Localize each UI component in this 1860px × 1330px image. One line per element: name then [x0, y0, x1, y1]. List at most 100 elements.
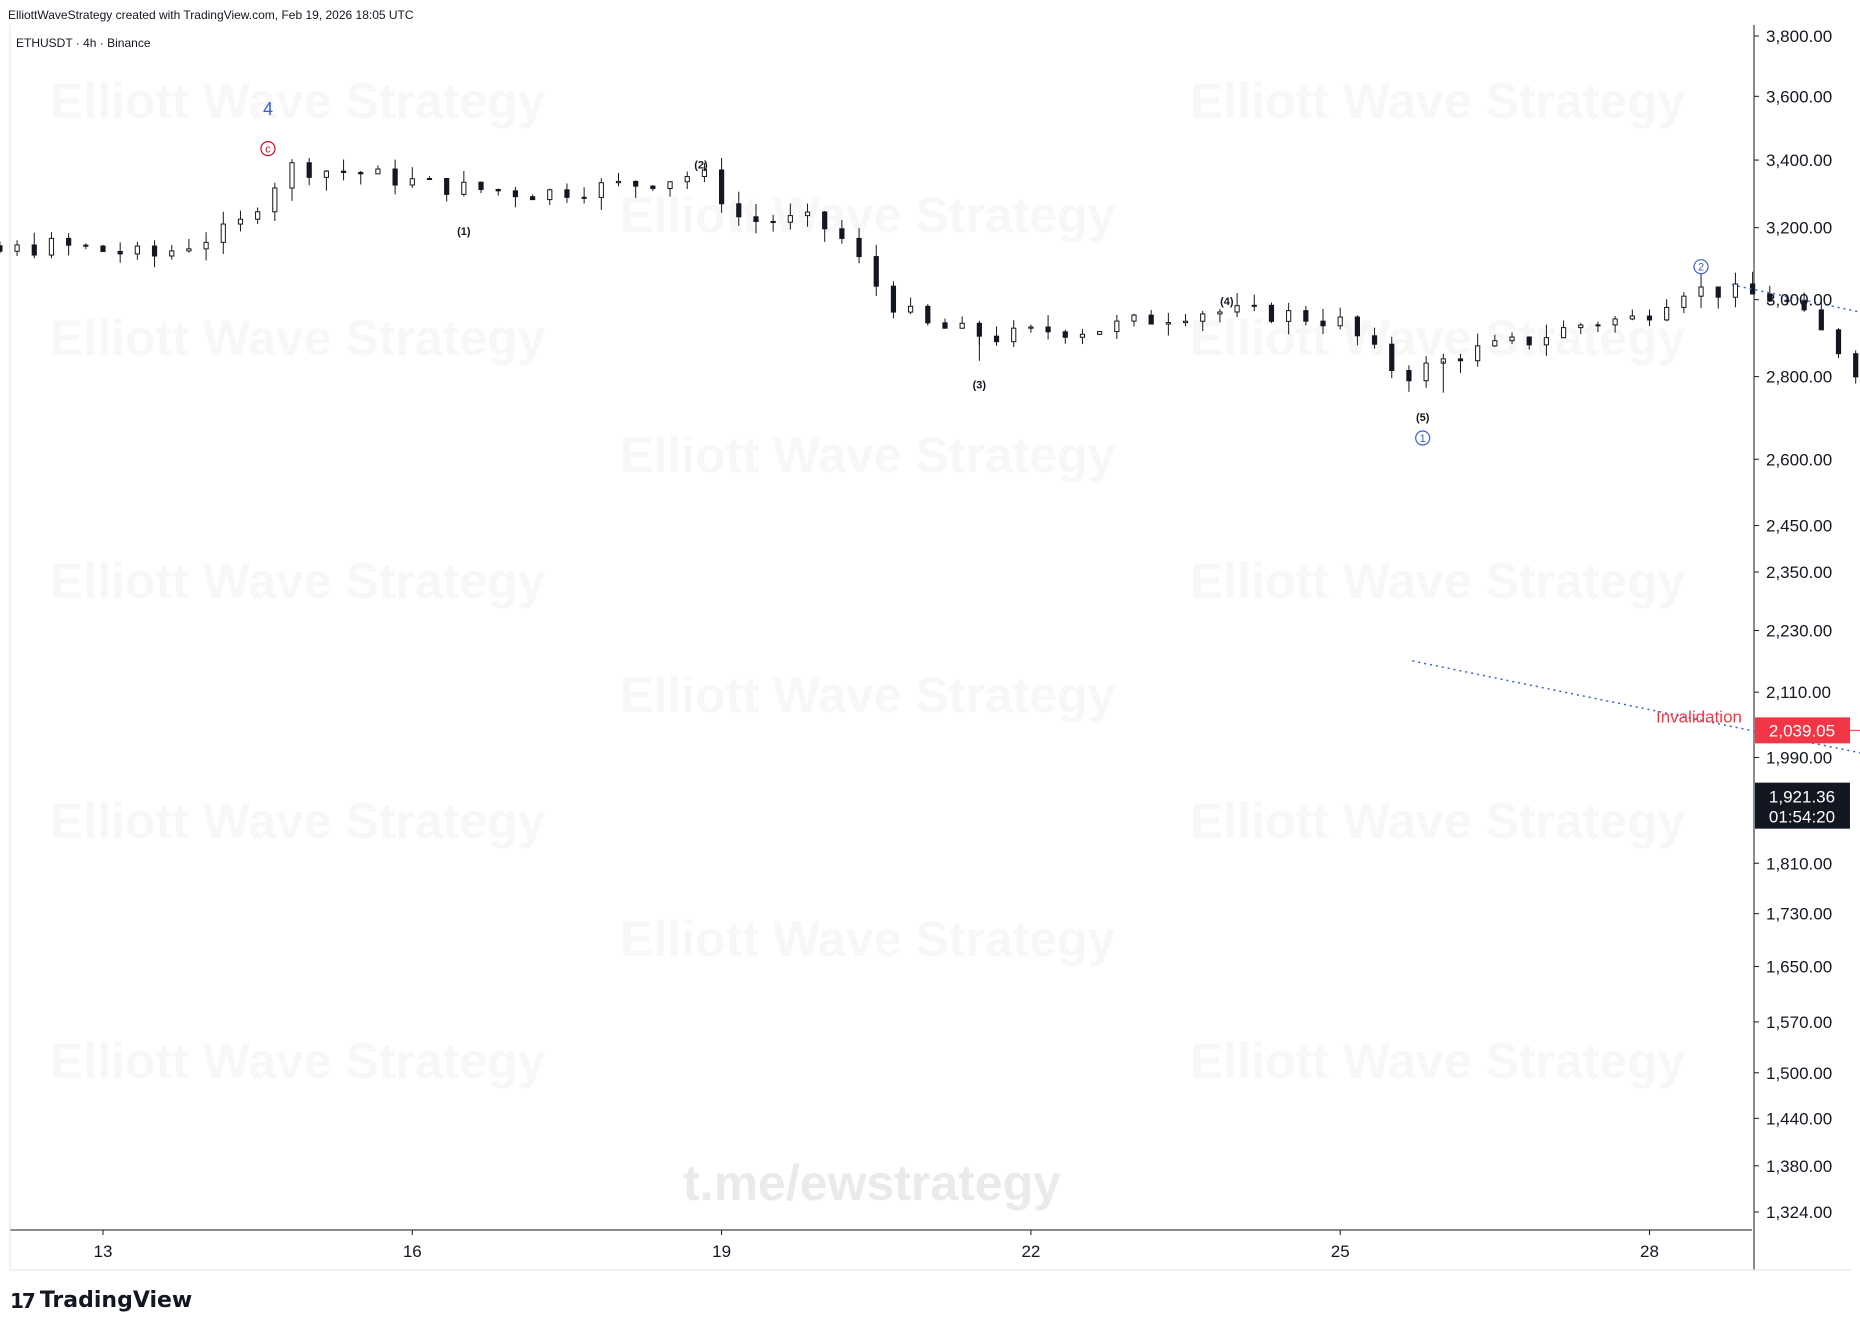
candle[interactable]: [358, 170, 364, 185]
candle[interactable]: [753, 203, 759, 234]
candle[interactable]: [1767, 285, 1773, 302]
candle[interactable]: [890, 281, 897, 319]
candle[interactable]: [1681, 292, 1687, 314]
candle[interactable]: [306, 157, 312, 186]
candle[interactable]: [719, 158, 725, 213]
candle[interactable]: [925, 304, 931, 326]
candle[interactable]: [1303, 305, 1309, 326]
candle[interactable]: [1732, 272, 1739, 308]
candle[interactable]: [461, 170, 467, 197]
candle[interactable]: [1028, 324, 1034, 333]
candle[interactable]: [856, 227, 862, 264]
candle[interactable]: [1853, 350, 1859, 384]
candle[interactable]: [770, 214, 776, 232]
candle[interactable]: [1217, 308, 1223, 323]
channel-lower-line[interactable]: [1412, 660, 1860, 1228]
candle[interactable]: [1406, 365, 1412, 392]
candle[interactable]: [340, 159, 347, 181]
candles-layer[interactable]: [0, 157, 1860, 901]
candle[interactable]: [426, 176, 433, 181]
candle[interactable]: [1251, 294, 1257, 312]
candle[interactable]: [615, 172, 622, 187]
candle[interactable]: [804, 203, 811, 227]
candle[interactable]: [1354, 315, 1360, 346]
candle[interactable]: [787, 203, 793, 230]
candle[interactable]: [1509, 332, 1515, 344]
candle[interactable]: [1612, 316, 1618, 333]
candle[interactable]: [323, 169, 329, 191]
candle[interactable]: [667, 181, 673, 197]
candle[interactable]: [1200, 310, 1206, 332]
candle[interactable]: [1234, 293, 1240, 318]
candle[interactable]: [1835, 328, 1842, 359]
candle[interactable]: [495, 188, 501, 196]
candle[interactable]: [14, 240, 20, 256]
candle[interactable]: [1560, 320, 1567, 339]
candle[interactable]: [375, 165, 381, 175]
candle[interactable]: [392, 159, 398, 195]
candle[interactable]: [1784, 295, 1790, 306]
candle[interactable]: [272, 182, 278, 222]
candle[interactable]: [117, 242, 123, 263]
candle[interactable]: [83, 243, 89, 250]
candle[interactable]: [444, 178, 450, 202]
candle[interactable]: [529, 194, 536, 201]
candle[interactable]: [186, 238, 192, 253]
candle[interactable]: [1457, 353, 1464, 374]
candle[interactable]: [409, 167, 415, 189]
candle[interactable]: [1715, 286, 1721, 309]
candle[interactable]: [169, 245, 175, 260]
candle[interactable]: [1646, 309, 1653, 327]
candle[interactable]: [1526, 336, 1532, 350]
candle[interactable]: [1475, 333, 1481, 367]
candle[interactable]: [1011, 320, 1017, 348]
price-axis-layer[interactable]: 3,800.00 3,600.00 3,400.00 3,200.00 3,000.00…: [1754, 27, 1850, 1222]
symbol-legend[interactable]: ETHUSDT · 4h · Binance: [16, 36, 151, 50]
candle[interactable]: [1578, 322, 1584, 335]
candle[interactable]: [31, 232, 37, 259]
candle[interactable]: [1182, 314, 1189, 327]
candle[interactable]: [151, 240, 158, 268]
candle[interactable]: [1595, 321, 1601, 332]
candle[interactable]: [1337, 307, 1343, 330]
candle[interactable]: [289, 159, 295, 201]
candle[interactable]: [1698, 274, 1704, 308]
candle[interactable]: [237, 210, 244, 232]
candle[interactable]: [512, 186, 518, 208]
candle[interactable]: [873, 244, 879, 296]
candle[interactable]: [100, 244, 106, 253]
candle[interactable]: [1268, 302, 1275, 324]
candle[interactable]: [942, 318, 948, 329]
candle[interactable]: [1543, 324, 1550, 356]
candle[interactable]: [839, 220, 845, 244]
candle[interactable]: [1664, 299, 1670, 322]
candle[interactable]: [478, 181, 484, 194]
candle[interactable]: [547, 188, 553, 206]
candle[interactable]: [1423, 356, 1429, 388]
candle[interactable]: [1492, 334, 1498, 348]
candle[interactable]: [598, 178, 604, 210]
candle[interactable]: [134, 241, 140, 260]
candle[interactable]: [1079, 328, 1086, 345]
invalidation-price-badge[interactable]: [1755, 717, 1850, 744]
candle[interactable]: [701, 162, 708, 183]
candle[interactable]: [1062, 329, 1068, 344]
candle[interactable]: [255, 207, 261, 224]
tradingview-logo[interactable]: 17 TradingView: [10, 1288, 192, 1313]
candle[interactable]: [1045, 315, 1051, 340]
candle[interactable]: [1371, 327, 1378, 349]
candle[interactable]: [48, 232, 55, 259]
candle[interactable]: [633, 180, 639, 198]
candle[interactable]: [1097, 331, 1103, 336]
candle[interactable]: [908, 297, 914, 315]
candle[interactable]: [822, 211, 828, 242]
candle[interactable]: [959, 316, 965, 329]
candle[interactable]: [1286, 302, 1292, 335]
drawings-layer[interactable]: Invalidation1 (1,669.20)1.618 (1,475.44): [0, 216, 1860, 1229]
candle[interactable]: [1389, 336, 1395, 379]
candle[interactable]: [564, 183, 570, 203]
candle[interactable]: [684, 171, 690, 190]
candle[interactable]: [66, 233, 72, 256]
candle[interactable]: [1114, 315, 1120, 340]
